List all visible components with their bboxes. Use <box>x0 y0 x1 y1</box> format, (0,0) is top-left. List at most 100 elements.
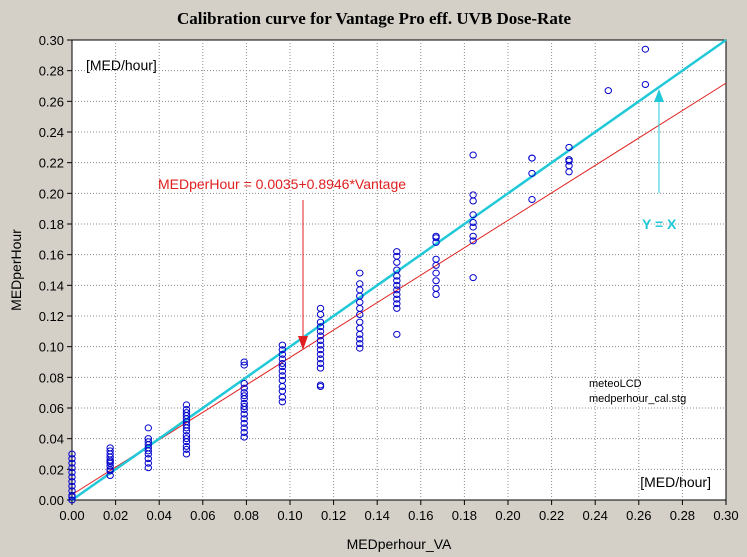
identity-arrow <box>654 89 664 193</box>
data-point <box>393 248 401 256</box>
data-point <box>68 496 76 504</box>
data-point <box>240 424 248 432</box>
y-axis-title: MEDperHour <box>8 229 24 311</box>
data-point <box>106 447 114 455</box>
data-point <box>565 156 573 164</box>
data-point <box>278 346 287 354</box>
y-tick-label: 0.16 <box>39 248 64 263</box>
data-point <box>469 237 477 245</box>
data-point <box>240 429 248 437</box>
data-point <box>469 218 477 226</box>
axis-ticks: 0.00 0.02 0.04 0.06 0.08 0.10 0.12 0.14 0.16 0.18… <box>39 33 739 523</box>
data-point <box>469 223 477 231</box>
x-tick-label: 0.28 <box>670 508 695 523</box>
data-point <box>393 286 401 294</box>
fit-equation-label: MEDperHour = 0.0035+0.8946*Vantage <box>158 176 406 192</box>
data-point <box>393 300 401 308</box>
data-point <box>356 269 364 277</box>
data-point <box>68 482 76 490</box>
gridlines <box>72 40 726 500</box>
source-label-meteolcd: meteoLCD <box>589 378 642 390</box>
data-point <box>316 346 325 354</box>
y-tick-label: 0.12 <box>39 309 64 324</box>
data-point <box>316 364 325 372</box>
fit-arrow-head <box>298 336 308 350</box>
data-point <box>182 409 191 417</box>
y-unit-label: [MED/hour] <box>86 57 157 73</box>
data-point <box>278 372 287 380</box>
data-point <box>278 360 287 368</box>
data-point <box>240 389 248 397</box>
x-tick-label: 0.12 <box>321 508 346 523</box>
reference-lines <box>71 38 727 502</box>
data-point <box>240 402 248 410</box>
data-point <box>316 327 325 335</box>
x-axis-title: MEDperhour_VA <box>347 536 452 552</box>
chart-title: Calibration curve for Vantage Pro eff. U… <box>177 9 572 28</box>
y-tick-label: 0.26 <box>39 94 64 109</box>
x-tick-label: 0.10 <box>277 508 302 523</box>
y-tick-label: 0.20 <box>39 186 64 201</box>
data-point <box>432 284 440 292</box>
regression-fit-line <box>71 82 727 496</box>
data-point <box>144 424 153 432</box>
data-point <box>182 435 191 443</box>
data-point <box>528 154 536 162</box>
y-tick-label: 0.18 <box>39 217 64 232</box>
data-point <box>432 277 440 285</box>
data-point <box>278 341 287 349</box>
data-point <box>182 450 191 458</box>
data-point <box>432 269 440 277</box>
data-point <box>604 87 612 95</box>
data-point <box>469 211 477 219</box>
x-tick-label: 0.14 <box>365 508 390 523</box>
data-point <box>240 433 248 441</box>
y-tick-label: 0.14 <box>39 278 64 293</box>
data-point <box>565 143 573 151</box>
x-tick-label: 0.26 <box>626 508 651 523</box>
data-point <box>641 45 650 53</box>
data-point <box>144 455 153 463</box>
data-point <box>432 255 440 263</box>
data-point <box>68 459 76 467</box>
y-tick-label: 0.08 <box>39 370 64 385</box>
data-point <box>68 455 76 463</box>
data-point <box>278 367 287 375</box>
x-unit-label: [MED/hour] <box>640 474 711 490</box>
data-point <box>393 281 401 289</box>
data-point <box>393 252 401 260</box>
data-point <box>528 169 536 177</box>
identity-line-label: Y = X <box>642 216 677 232</box>
data-point <box>68 464 76 472</box>
data-point <box>240 384 248 392</box>
y-tick-label: 0.10 <box>39 340 64 355</box>
data-point <box>278 387 287 395</box>
data-point <box>182 445 191 453</box>
data-point <box>278 398 287 406</box>
data-point <box>240 410 248 418</box>
data-point <box>144 435 153 443</box>
y-tick-label: 0.22 <box>39 156 64 171</box>
data-point <box>240 415 248 423</box>
data-point <box>356 318 364 326</box>
data-point <box>469 151 477 159</box>
data-point <box>528 195 536 203</box>
data-point <box>393 291 401 299</box>
data-point <box>432 232 440 240</box>
data-point <box>182 401 191 409</box>
data-point <box>68 478 76 486</box>
y-tick-label: 0.28 <box>39 64 64 79</box>
x-tick-label: 0.18 <box>452 508 477 523</box>
identity-line <box>71 38 727 502</box>
data-point <box>316 318 325 326</box>
source-label-filename: medperhour_cal.stg <box>589 393 686 405</box>
data-point <box>469 232 477 240</box>
data-point <box>106 444 114 452</box>
x-tick-label: 0.24 <box>583 508 608 523</box>
y-tick-label: 0.24 <box>39 125 64 140</box>
data-point <box>356 280 364 288</box>
identity-arrow-head <box>654 89 664 102</box>
x-tick-label: 0.30 <box>713 508 738 523</box>
